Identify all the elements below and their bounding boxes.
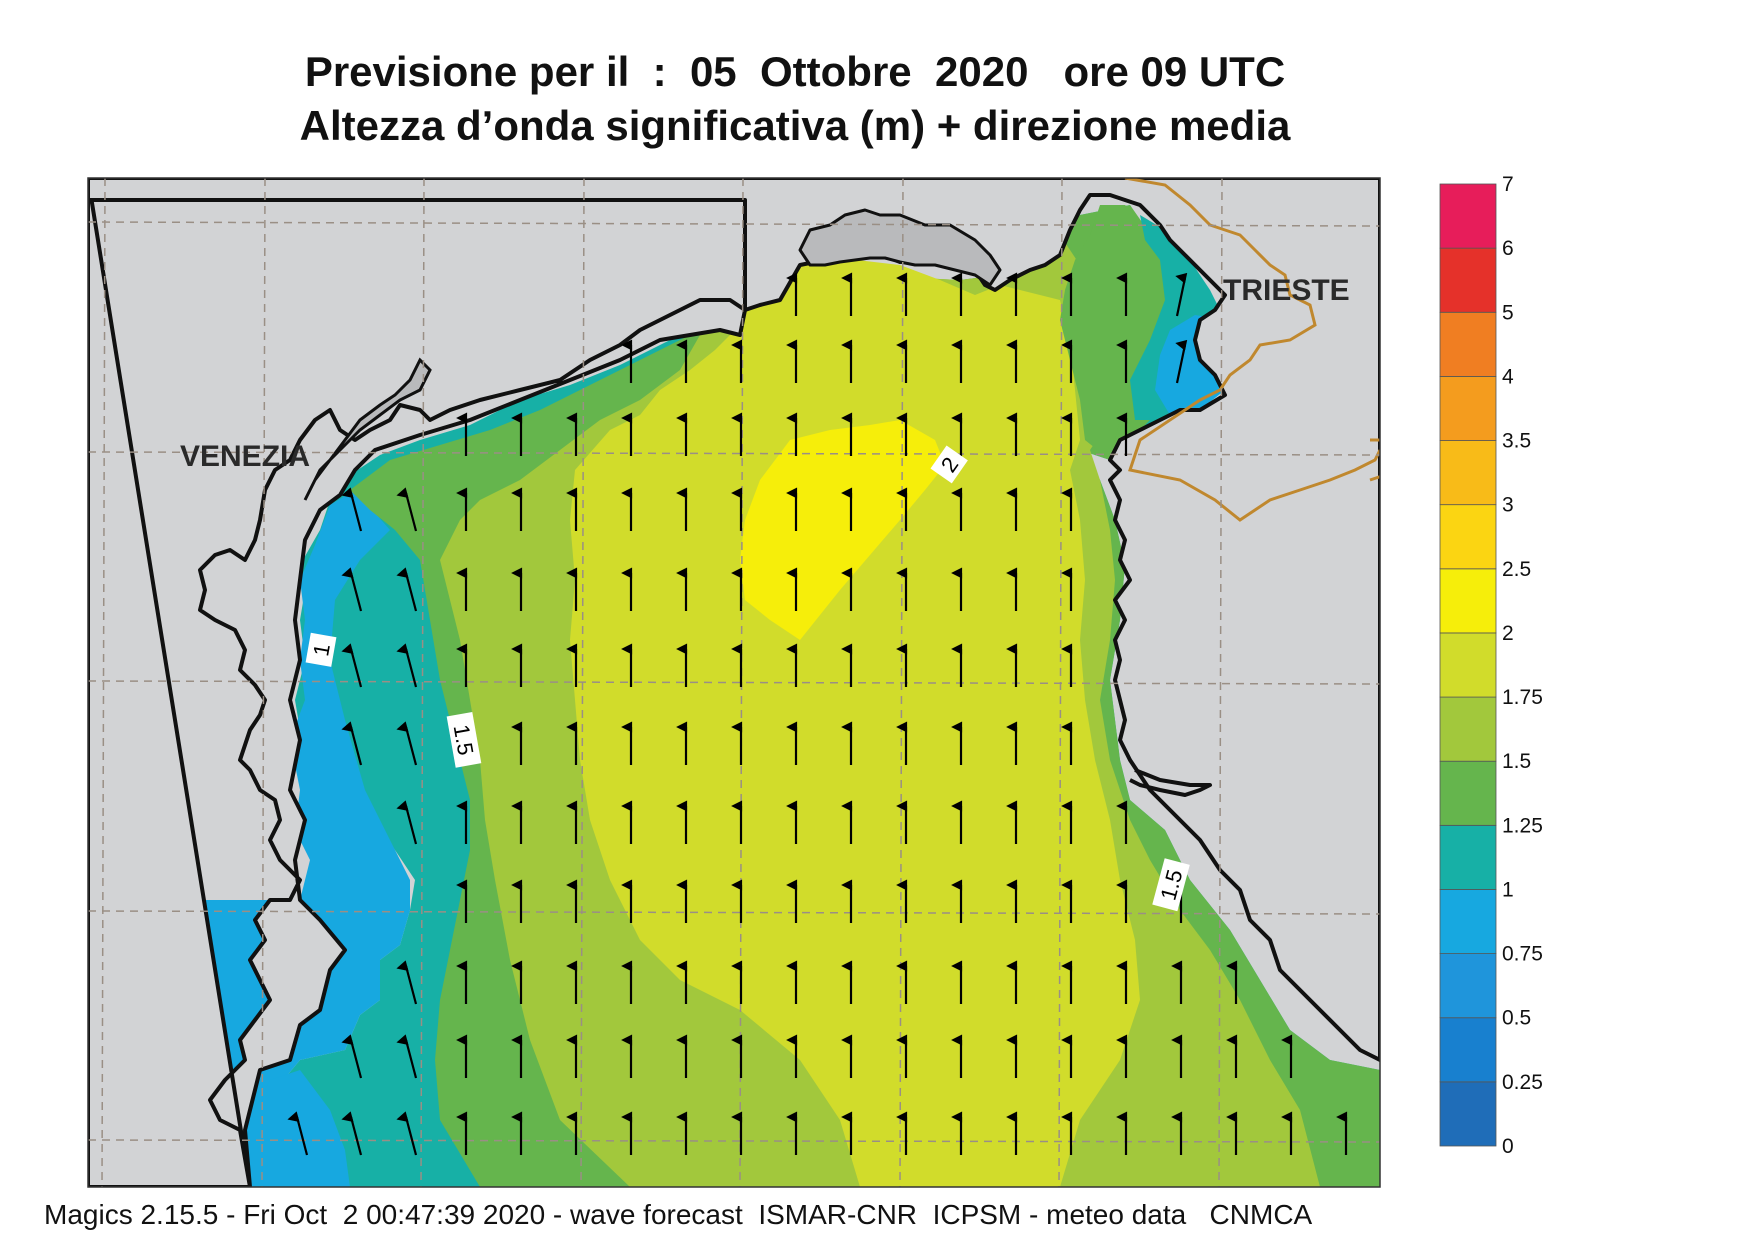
blue-zone-southwest [245, 1070, 350, 1187]
colorbar-swatch [1439, 311, 1497, 377]
wave-direction-arrow [341, 487, 363, 532]
coast-istria [1129, 768, 1212, 797]
wave-direction-arrows [287, 272, 1348, 1156]
wave-direction-arrow [396, 567, 418, 612]
colorbar-label: 4 [1502, 365, 1514, 388]
colorbar-label: 0.75 [1502, 943, 1543, 966]
border-line [1124, 178, 1380, 522]
colorbar-label: 3.5 [1502, 430, 1531, 453]
wave-direction-arrow [341, 1034, 363, 1079]
map-subtitle: Altezza d’onda significativa (m) + direz… [299, 102, 1291, 149]
wave-direction-arrow [341, 643, 363, 688]
colorbar-label: 5 [1502, 301, 1514, 324]
wave-direction-arrow [396, 1034, 418, 1079]
colorbar-label: 1.5 [1502, 750, 1531, 773]
colorbar-swatch [1439, 889, 1497, 955]
colorbar-swatch [1439, 760, 1497, 826]
wave-direction-arrow [1175, 339, 1188, 384]
colorbar-swatch [1439, 568, 1497, 634]
colorbar-label: 1.25 [1502, 814, 1543, 837]
city-label-venezia: VENEZIA [180, 440, 310, 473]
map-title: Previsione per il : 05 Ottobre 2020 ore … [304, 48, 1286, 95]
colorbar-swatch [1439, 953, 1497, 1019]
colorbar-label: 2.5 [1502, 558, 1531, 581]
yellow-zone-2 [740, 420, 945, 640]
colorbar-label: 1 [1502, 878, 1514, 901]
map-border [87, 177, 1381, 1188]
svg-text:1: 1 [308, 642, 335, 658]
contour-label-1.5-west: 1.5 [446, 711, 482, 768]
colorbar-label: 3 [1502, 494, 1514, 517]
wave-direction-arrow [341, 721, 363, 766]
contour-label-1: 1 [305, 632, 337, 667]
colorbar-legend: 0 0.25 0.5 0.75 1 1.25 1.5 1.75 2 2.5 3 3.5 4 5 6 7 [1439, 173, 1543, 1158]
map-frame: 1 1.5 2 1.5 VENEZIA TRIESTE [88, 178, 1380, 1187]
svg-text:1.5: 1.5 [449, 723, 479, 757]
colorbar-label: 1.75 [1502, 686, 1543, 709]
land-venezia-lagoon [303, 357, 432, 501]
wave-direction-arrow [396, 800, 418, 845]
wave-direction-arrow [396, 1111, 418, 1156]
wave-direction-arrow [396, 643, 418, 688]
wave-direction-arrow [396, 487, 418, 532]
wave-direction-arrow [396, 960, 418, 1005]
footer-credits: Magics 2.15.5 - Fri Oct 2 00:47:39 2020 … [44, 1199, 1313, 1230]
wave-direction-arrow [341, 567, 363, 612]
wave-direction-arrow [396, 721, 418, 766]
colorbar-label: 6 [1502, 237, 1514, 260]
wave-direction-arrow [341, 1111, 363, 1156]
colorbar-label: 0.25 [1502, 1071, 1543, 1094]
colorbar-swatch [1439, 504, 1497, 570]
city-label-trieste: TRIESTE [1223, 274, 1350, 307]
colorbar-label: 0 [1502, 1135, 1514, 1158]
land-venezia [88, 178, 747, 1187]
yellow-green-zone-1.75 [570, 258, 1140, 1187]
wave-direction-arrow [1175, 272, 1188, 317]
colorbar-swatch [1439, 1081, 1497, 1147]
colorbar-swatch [1439, 183, 1497, 249]
contour-label-2: 2 [930, 445, 968, 484]
colorbar-label: 7 [1502, 173, 1514, 196]
colorbar-swatch [1439, 1017, 1497, 1083]
colorbar-label: 2 [1502, 622, 1514, 645]
land-grado-lagoon [798, 208, 1002, 287]
colorbar-label: 0.5 [1502, 1007, 1531, 1030]
colorbar-swatch [1439, 632, 1497, 698]
colorbar-swatch [1439, 440, 1497, 506]
wave-direction-arrow [287, 1111, 309, 1156]
colorbar-swatch [1439, 696, 1497, 762]
colorbar-swatch [1439, 375, 1497, 441]
colorbar-swatch [1439, 824, 1497, 890]
colorbar-swatch [1439, 247, 1497, 313]
